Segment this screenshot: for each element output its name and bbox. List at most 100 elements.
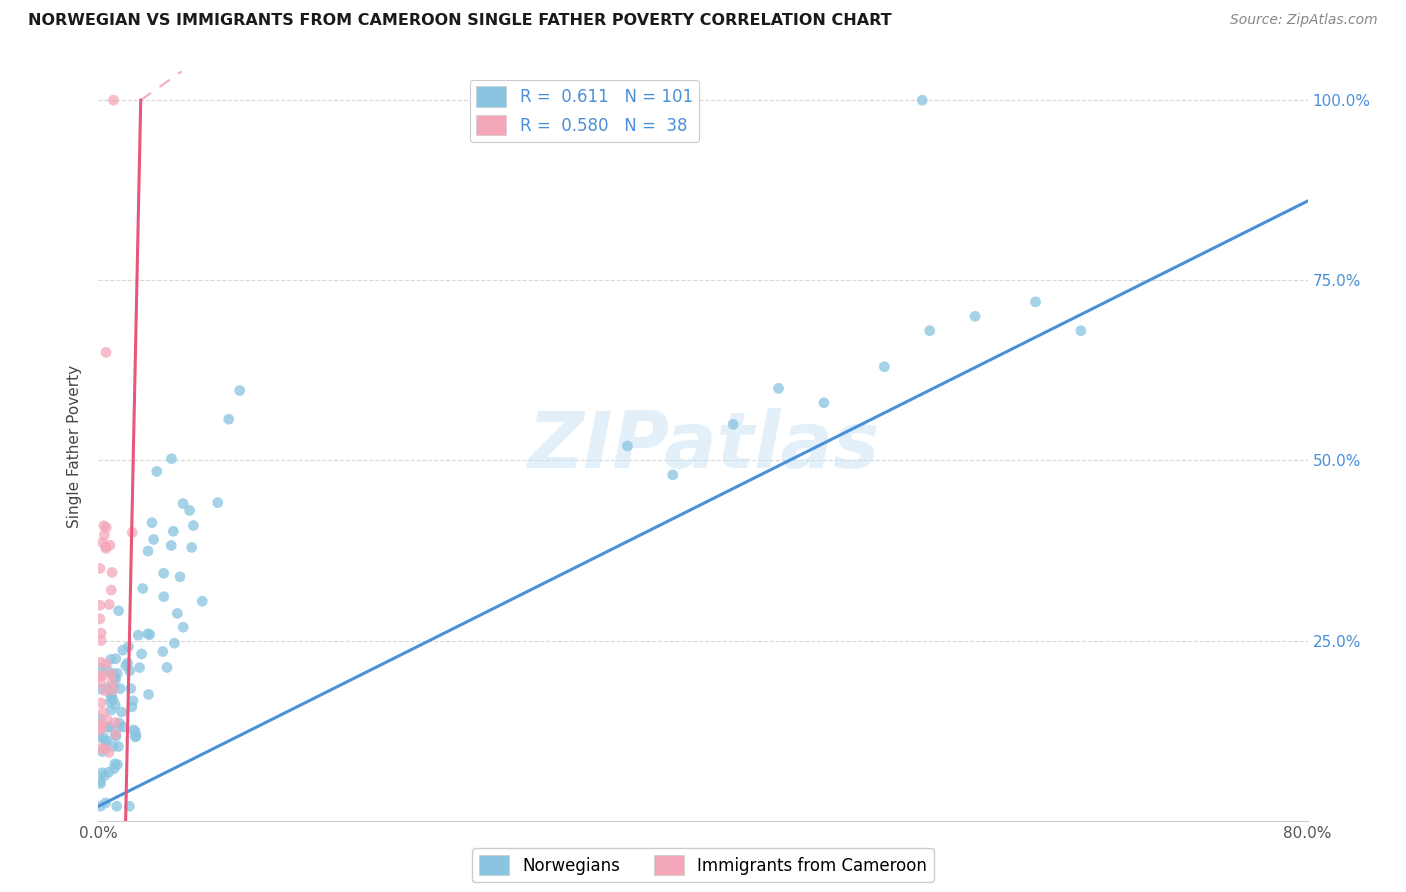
Point [105, 729, 128, 743]
Point [768, 381, 790, 395]
Y-axis label: Single Father Poverty: Single Father Poverty [67, 365, 83, 527]
Point [101, 566, 124, 580]
Point [104, 698, 127, 712]
Point [90, 626, 112, 640]
Point [96, 520, 118, 534]
Point [94, 541, 117, 556]
Text: ZIPatlas: ZIPatlas [527, 408, 879, 484]
Point [104, 756, 127, 771]
Point [1024, 294, 1046, 309]
Text: NORWEGIAN VS IMMIGRANTS FROM CAMEROON SINGLE FATHER POVERTY CORRELATION CHART: NORWEGIAN VS IMMIGRANTS FROM CAMEROON SI… [28, 13, 891, 29]
Point [98, 694, 121, 708]
Point [103, 666, 125, 681]
Point [96, 734, 118, 748]
Point [169, 570, 191, 584]
Point [124, 724, 146, 739]
Point [105, 666, 128, 681]
Point [90, 696, 112, 710]
Point [117, 640, 139, 654]
Point [89, 661, 111, 675]
Point [136, 627, 159, 641]
Point [104, 651, 127, 665]
Point [91, 744, 114, 758]
Point [89, 799, 111, 814]
Point [229, 384, 252, 398]
Point [89, 741, 111, 756]
Point [100, 675, 122, 690]
Point [94, 741, 117, 756]
Point [89, 599, 111, 613]
Point [141, 516, 163, 530]
Point [138, 687, 160, 701]
Point [90, 682, 112, 697]
Point [91, 720, 114, 734]
Point [918, 324, 941, 338]
Text: Source: ZipAtlas.com: Source: ZipAtlas.com [1230, 13, 1378, 28]
Point [101, 739, 124, 754]
Point [132, 582, 155, 596]
Point [96, 681, 118, 696]
Point [100, 667, 122, 681]
Point [118, 664, 141, 678]
Point [160, 451, 183, 466]
Point [104, 715, 127, 730]
Point [97, 720, 120, 734]
Point [105, 799, 128, 814]
Point [616, 439, 638, 453]
Point [114, 658, 136, 673]
Point [93, 528, 115, 542]
Point [172, 497, 194, 511]
Point [98, 538, 121, 552]
Point [100, 689, 122, 703]
Point [152, 644, 174, 658]
Point [1070, 324, 1092, 338]
Point [89, 730, 111, 744]
Point [103, 680, 125, 694]
Point [97, 765, 120, 780]
Point [100, 703, 122, 717]
Point [94, 741, 117, 756]
Point [179, 503, 201, 517]
Point [136, 544, 159, 558]
Point [160, 539, 183, 553]
Point [94, 345, 117, 359]
Point [89, 561, 111, 575]
Point [105, 757, 128, 772]
Point [89, 712, 111, 726]
Point [94, 684, 117, 698]
Point [100, 689, 122, 703]
Point [93, 769, 115, 783]
Point [98, 598, 121, 612]
Point [180, 541, 202, 555]
Point [124, 730, 146, 744]
Point [125, 729, 148, 743]
Point [153, 590, 176, 604]
Point [163, 636, 186, 650]
Point [100, 583, 122, 598]
Point [965, 310, 987, 324]
Point [122, 723, 145, 737]
Point [107, 720, 129, 734]
Point [191, 594, 214, 608]
Point [112, 720, 135, 734]
Point [98, 746, 121, 760]
Point [90, 776, 112, 790]
Point [127, 628, 149, 642]
Point [121, 699, 143, 714]
Point [117, 656, 139, 670]
Point [120, 681, 142, 696]
Point [723, 417, 745, 432]
Point [89, 612, 111, 626]
Point [108, 716, 131, 731]
Legend: R =  0.611   N = 101, R =  0.580   N =  38: R = 0.611 N = 101, R = 0.580 N = 38 [470, 79, 699, 142]
Point [107, 739, 129, 754]
Point [911, 93, 934, 107]
Point [108, 681, 131, 696]
Point [111, 643, 134, 657]
Point [104, 728, 127, 742]
Point [103, 762, 125, 776]
Point [139, 627, 162, 641]
Point [131, 647, 153, 661]
Point [172, 620, 194, 634]
Point [91, 765, 114, 780]
